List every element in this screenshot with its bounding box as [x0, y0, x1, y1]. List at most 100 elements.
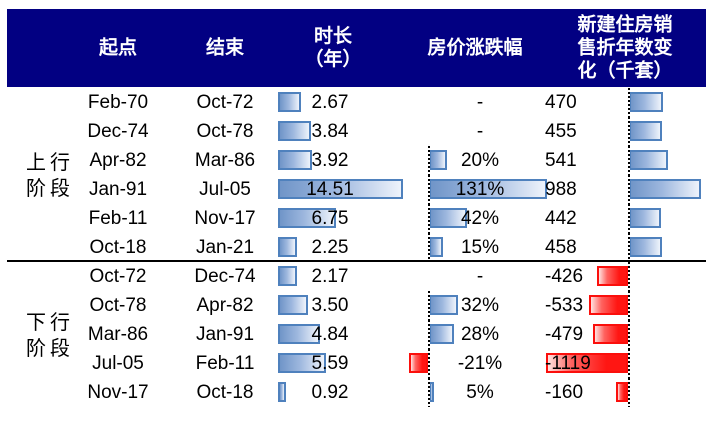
cell-price-change: 15%: [410, 233, 540, 262]
cell-duration: 2.17: [278, 262, 410, 291]
header-label-line: 时长: [313, 25, 353, 47]
table-row: Mar-86 Jan-91 4.84 28% -479: [0, 320, 714, 349]
cell-price-change: 28%: [410, 320, 540, 349]
duration-value: 3.92: [311, 150, 349, 171]
cell-start-date: Jul-05: [92, 353, 144, 374]
cell-duration: 3.84: [278, 117, 410, 146]
cell-end-date: Jan-91: [195, 324, 255, 345]
cell-end-date: Apr-82: [196, 295, 254, 316]
cell-duration: 2.25: [278, 233, 410, 262]
table-row: Jan-91 Jul-05 14.51 131% 988: [0, 175, 714, 204]
price-bar-positive: [429, 179, 547, 199]
cell-price-change: -: [410, 88, 540, 117]
cell-start-date: Oct-18: [89, 237, 147, 258]
cell-start-date: Oct-72: [89, 266, 147, 287]
table-row: Dec-74 Oct-78 3.84 - 455: [0, 117, 714, 146]
price-bar-positive: [429, 150, 447, 170]
cell-price-change: -: [410, 117, 540, 146]
phase-divider-line: [7, 260, 706, 262]
price-bar-negative: [409, 353, 428, 373]
header-price: 房价涨跌幅: [427, 37, 522, 60]
price-zero-axis: [428, 175, 430, 204]
cell-duration: 6.75: [278, 204, 410, 233]
phase-label-up: 上行 阶段: [26, 150, 74, 200]
cell-duration: 3.92: [278, 146, 410, 175]
sales-zero-axis: [628, 291, 630, 320]
duration-bar: [278, 295, 309, 315]
cell-price-change: 20%: [410, 146, 540, 175]
duration-bar: [278, 208, 337, 228]
price-change-value: -21%: [457, 353, 503, 374]
duration-bar: [278, 150, 312, 170]
cell-duration: 4.84: [278, 320, 410, 349]
cell-end-date: Dec-74: [194, 266, 256, 287]
cell-start-date: Nov-17: [87, 382, 149, 403]
price-bar-positive: [429, 324, 455, 344]
duration-value: 2.25: [311, 237, 349, 258]
sales-bar-negative: [593, 324, 628, 344]
table-row: Oct-78 Apr-82 3.50 32% -533: [0, 291, 714, 320]
duration-bar: [278, 266, 297, 286]
cell-price-change: -21%: [409, 349, 540, 378]
table-row: Nov-17 Oct-18 0.92 5% -160: [0, 378, 714, 407]
duration-value: 2.17: [311, 266, 349, 287]
duration-value: 3.84: [311, 121, 349, 142]
cell-duration: 2.67: [278, 88, 410, 117]
price-zero-axis: [428, 349, 430, 378]
price-zero-axis: [428, 146, 430, 175]
cell-end-date: Jan-21: [195, 237, 255, 258]
duration-value: 3.50: [311, 295, 349, 316]
table-row: Oct-72 Dec-74 2.17 - -426: [0, 262, 714, 291]
header-duration: 时长 （年）: [304, 25, 361, 71]
cell-sales-change: 541: [540, 146, 714, 175]
header-end: 结束: [206, 37, 244, 60]
cell-sales-change: -533: [540, 291, 714, 320]
sales-bar-positive: [629, 150, 669, 170]
cell-price-change: 32%: [410, 291, 540, 320]
sales-change-value: 442: [545, 208, 577, 229]
header-label-line: 房价涨跌幅: [427, 36, 523, 59]
duration-value: 6.75: [311, 208, 349, 229]
duration-value: 5.59: [311, 353, 349, 374]
sales-change-value: 455: [545, 121, 577, 142]
cell-price-change: 5%: [410, 378, 540, 407]
cell-sales-change: 442: [540, 204, 714, 233]
table-row: Apr-82 Mar-86 3.92 20% 541: [0, 146, 714, 175]
sales-bar-negative: [596, 266, 628, 286]
header-label-line: 新建住房销: [577, 13, 673, 36]
cell-start-date: Apr-82: [89, 150, 147, 171]
cell-start-date: Oct-78: [89, 295, 147, 316]
price-change-value: 42%: [460, 208, 500, 229]
sales-change-value: -533: [545, 295, 584, 316]
duration-value: 14.51: [306, 179, 354, 200]
sales-change-value: 988: [545, 179, 577, 200]
duration-bar: [278, 237, 298, 257]
cell-sales-change: 458: [540, 233, 714, 262]
sales-zero-axis: [628, 88, 630, 117]
header-label-line: 售折年数变: [577, 36, 673, 59]
price-change-value: 131%: [455, 179, 505, 200]
sales-bar-positive: [629, 179, 701, 199]
sales-bar-negative: [616, 382, 628, 402]
header-start: 起点: [99, 37, 137, 60]
table-header-band: 起点 结束 时长 （年） 房价涨跌幅 新建住房销 售折年数变 化（千套）: [7, 9, 706, 87]
cell-price-change: -: [410, 262, 540, 291]
sales-bar-positive: [629, 121, 663, 141]
cell-start-date: Mar-86: [87, 324, 149, 345]
cell-end-date: Oct-78: [196, 121, 254, 142]
cell-sales-change: 455: [540, 117, 714, 146]
duration-bar: [278, 353, 327, 373]
header-sales: 新建住房销 售折年数变 化（千套）: [577, 14, 672, 83]
price-change-value: -: [476, 92, 484, 113]
sales-zero-axis: [628, 349, 630, 378]
sales-zero-axis: [628, 262, 630, 291]
cell-start-date: Dec-74: [87, 121, 149, 142]
cell-end-date: Mar-86: [194, 150, 256, 171]
phase-label-down: 下行 阶段: [26, 309, 74, 360]
header-label-line: 起点: [98, 36, 138, 59]
cell-duration: 5.59: [278, 349, 410, 378]
cell-end-date: Feb-11: [195, 353, 255, 374]
cell-sales-change: 470: [540, 88, 714, 117]
sales-zero-axis: [628, 146, 630, 175]
header-label-line: 结束: [205, 36, 245, 59]
